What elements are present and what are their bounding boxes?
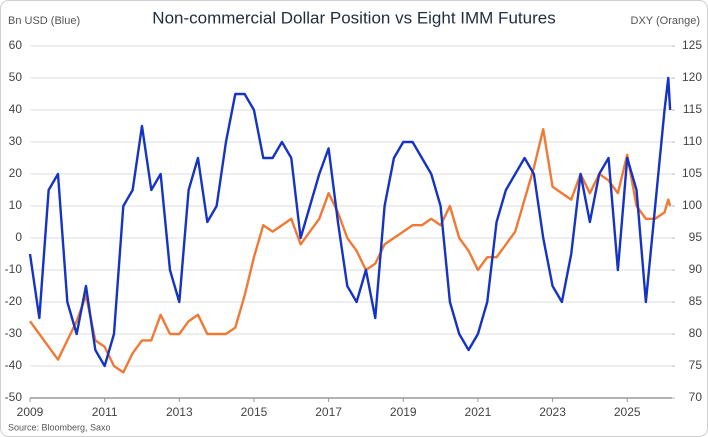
- y2-tick-label: 105: [682, 166, 702, 180]
- y-tick-label: 60: [9, 38, 23, 52]
- chart-title: Non-commercial Dollar Position vs Eight …: [152, 8, 555, 27]
- y2-tick-label: 110: [683, 134, 702, 148]
- y2-tick-label: 80: [689, 326, 703, 340]
- y-tick-label: 10: [9, 198, 23, 212]
- x-tick-label: 2017: [315, 405, 342, 419]
- y-tick-label: -20: [5, 294, 23, 308]
- y-tick-label: 40: [9, 102, 23, 116]
- y2-tick-label: 85: [689, 294, 703, 308]
- source-note: Source: Bloomberg, Saxo: [8, 422, 111, 432]
- y-tick-label: 20: [9, 166, 23, 180]
- x-tick-label: 2009: [17, 405, 44, 419]
- y2-tick-label: 125: [682, 38, 702, 52]
- x-tick-label: 2011: [92, 405, 118, 419]
- y-tick-label: -50: [5, 390, 23, 404]
- series-line: [28, 76, 672, 368]
- y2-tick-label: 95: [689, 230, 703, 244]
- x-tick-label: 2021: [465, 405, 492, 419]
- y-tick-label: -40: [5, 358, 23, 372]
- y2-tick-label: 115: [683, 102, 702, 116]
- y-tick-label: 50: [9, 70, 23, 84]
- y-tick-label: 0: [15, 230, 22, 244]
- y-tick-label: -10: [5, 262, 23, 276]
- series-line: [29, 127, 672, 374]
- y2-axis-title: DXY (Orange): [631, 15, 701, 27]
- y2-tick-label: 100: [682, 198, 702, 212]
- x-tick-label: 2015: [241, 405, 268, 419]
- y2-tick-label: 70: [689, 390, 703, 404]
- y-tick-label: 30: [9, 134, 23, 148]
- y2-tick-label: 120: [682, 70, 702, 84]
- y2-tick-label: 75: [689, 358, 703, 372]
- y-tick-label: -30: [5, 326, 23, 340]
- x-tick-label: 2025: [614, 405, 641, 419]
- x-tick-label: 2013: [166, 405, 193, 419]
- x-tick-label: 2023: [539, 405, 566, 419]
- y-axis-title: Bn USD (Blue): [8, 15, 80, 27]
- x-tick-label: 2019: [390, 405, 417, 419]
- y2-tick-label: 90: [689, 262, 703, 276]
